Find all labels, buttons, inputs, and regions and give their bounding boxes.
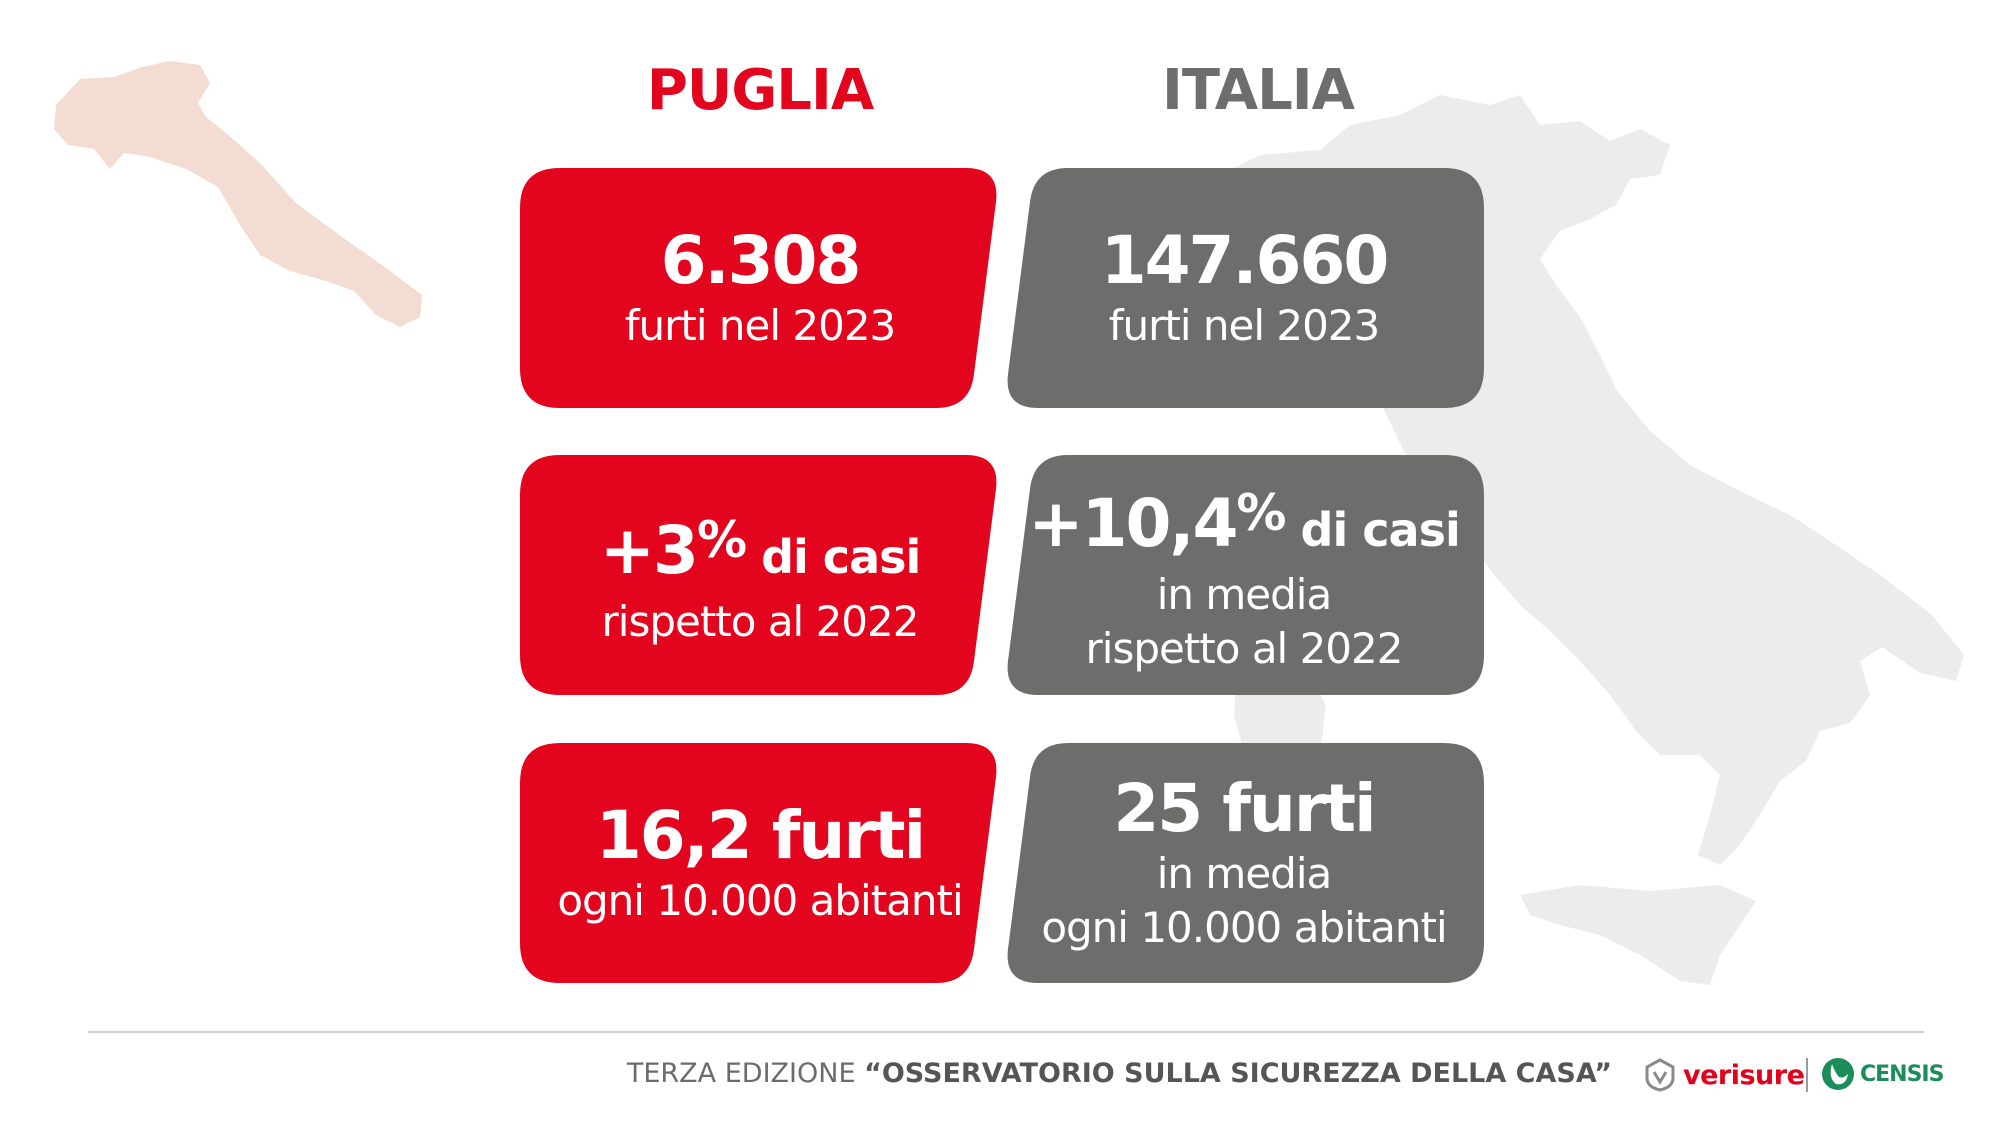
italia-thefts-card: 147.660 furti nel 2023 bbox=[1004, 168, 1484, 408]
card-background bbox=[1007, 455, 1484, 695]
card-background bbox=[1007, 743, 1484, 983]
italia-change-label-1: in media bbox=[1156, 569, 1332, 619]
italia-thefts-label: furti nel 2023 bbox=[1108, 301, 1381, 350]
verisure-logo: verisure bbox=[1643, 1055, 1805, 1095]
censis-leaf-icon bbox=[1822, 1058, 1854, 1090]
footer-title: “OSSERVATORIO SULLA SICUREZZA DELLA CASA… bbox=[864, 1058, 1612, 1089]
puglia-change-label: rispetto al 2022 bbox=[601, 596, 920, 646]
card-background bbox=[520, 168, 997, 408]
change-suffix: di casi bbox=[1285, 502, 1461, 557]
puglia-map-icon bbox=[54, 61, 422, 327]
italia-change-value: +10,4% di casi bbox=[1028, 475, 1461, 568]
puglia-rate-value: 16,2 furti bbox=[595, 797, 926, 874]
percent-sign: % bbox=[696, 510, 747, 569]
puglia-thefts-label: furti nel 2023 bbox=[624, 301, 897, 350]
puglia-change-card: +3% di casi rispetto al 2022 bbox=[520, 455, 1000, 695]
puglia-thefts-card: 6.308 furti nel 2023 bbox=[520, 168, 1000, 408]
censis-wordmark: CENSIS bbox=[1860, 1061, 1944, 1087]
italia-rate-label-1: in media bbox=[1156, 849, 1332, 898]
italia-change-label-2: rispetto al 2022 bbox=[1085, 623, 1404, 673]
italia-rate-card: 25 furti in media ogni 10.000 abitanti bbox=[1004, 743, 1484, 983]
card-background bbox=[520, 455, 997, 695]
change-suffix: di casi bbox=[746, 529, 921, 584]
puglia-heading: PUGLIA bbox=[646, 58, 874, 123]
footer-prefix: TERZA EDIZIONE bbox=[626, 1058, 865, 1089]
italia-rate-value: 25 furti bbox=[1113, 770, 1376, 847]
card-background bbox=[1007, 168, 1484, 408]
verisure-wordmark: verisure bbox=[1683, 1059, 1805, 1091]
verisure-shield-icon bbox=[1645, 1058, 1675, 1092]
footer-caption: TERZA EDIZIONE “OSSERVATORIO SULLA SICUR… bbox=[627, 1058, 1612, 1089]
italia-heading: ITALIA bbox=[1162, 58, 1355, 123]
censis-logo: CENSIS bbox=[1820, 1053, 1944, 1095]
logo-separator bbox=[1806, 1058, 1808, 1092]
change-number: +10,4 bbox=[1028, 484, 1238, 562]
italia-rate-label-2: ogni 10.000 abitanti bbox=[1041, 903, 1447, 952]
puglia-rate-card: 16,2 furti ogni 10.000 abitanti bbox=[520, 743, 1000, 983]
footer-divider bbox=[88, 1031, 1924, 1033]
italia-thefts-value: 147.660 bbox=[1100, 222, 1390, 299]
puglia-rate-label: ogni 10.000 abitanti bbox=[557, 876, 963, 925]
card-background bbox=[520, 743, 997, 983]
percent-sign: % bbox=[1236, 483, 1286, 542]
italia-change-card: +10,4% di casi in media rispetto al 2022 bbox=[1004, 455, 1484, 695]
change-number: +3 bbox=[599, 511, 699, 589]
puglia-change-value: +3% di casi bbox=[599, 502, 922, 595]
puglia-thefts-value: 6.308 bbox=[660, 222, 862, 299]
